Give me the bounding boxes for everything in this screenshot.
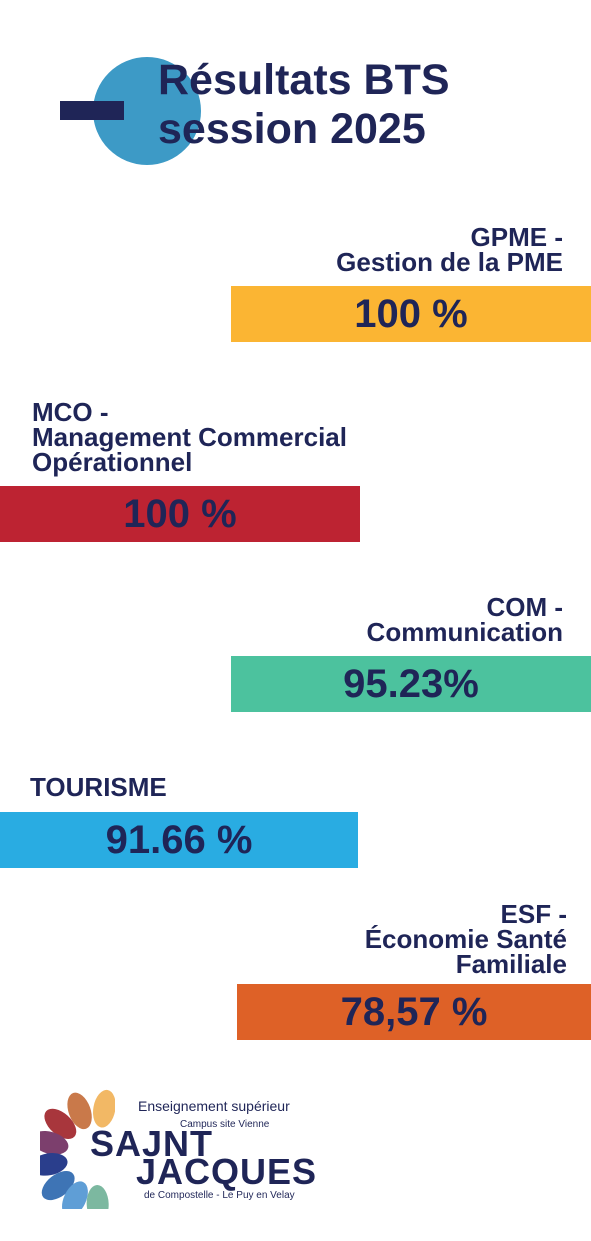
result-com-label-line1: COM - <box>486 592 563 622</box>
page-title-line1: Résultats BTS <box>158 56 450 104</box>
result-gpme-bar: 100 % <box>231 286 591 342</box>
result-mco-rate: 100 % <box>123 491 237 536</box>
result-tourisme-rate: 91.66 % <box>105 817 253 862</box>
result-tourisme: TOURISME 91.66 % <box>0 770 591 870</box>
result-com-rate: 95.23% <box>343 661 479 706</box>
result-tourisme-bar: 91.66 % <box>0 812 358 868</box>
result-mco-bar: 100 % <box>0 486 360 542</box>
result-com: COM - Communication 95.23% <box>0 590 591 715</box>
result-mco: MCO - Management Commercial Opérationnel… <box>0 395 591 545</box>
result-esf: ESF - Économie Santé Familiale 78,57 % <box>0 900 591 1045</box>
school-logo: Enseignement supérieur Campus site Vienn… <box>40 1074 320 1209</box>
petal-fan-icon <box>40 1089 115 1209</box>
logo-tagline-1: Enseignement supérieur <box>138 1098 290 1114</box>
result-mco-label-line2: Management Commercial <box>32 422 347 452</box>
result-com-label-line2: Communication <box>366 617 563 647</box>
result-esf-label-line3: Familiale <box>455 949 567 979</box>
result-esf-label-line1: ESF - <box>500 899 567 929</box>
result-gpme-label-line2: Gestion de la PME <box>336 247 563 277</box>
header: Résultats BTS session 2025 <box>0 0 591 200</box>
logo-name-line2: JACQUES <box>136 1151 318 1192</box>
result-com-label: COM - Communication <box>366 592 563 647</box>
result-mco-label: MCO - Management Commercial Opérationnel <box>32 397 347 477</box>
result-esf-label-line2: Économie Santé <box>364 924 567 954</box>
decor-dash <box>60 101 124 120</box>
result-mco-label-line1: MCO - <box>32 397 109 427</box>
result-esf-label: ESF - Économie Santé Familiale <box>364 899 567 979</box>
result-gpme: GPME - Gestion de la PME 100 % <box>0 220 591 345</box>
result-gpme-label: GPME - Gestion de la PME <box>336 222 563 277</box>
page-title-line2: session 2025 <box>158 105 426 153</box>
result-esf-bar: 78,57 % <box>237 984 591 1040</box>
logo-tagline-2: Campus site Vienne <box>180 1119 270 1130</box>
result-esf-rate: 78,57 % <box>340 989 488 1034</box>
logo-tagline-3: de Compostelle - Le Puy en Velay <box>144 1190 295 1201</box>
result-gpme-label-line1: GPME - <box>470 222 563 252</box>
result-tourisme-label: TOURISME <box>30 772 167 802</box>
result-com-bar: 95.23% <box>231 656 591 712</box>
result-mco-label-line3: Opérationnel <box>32 447 193 477</box>
result-tourisme-label-line1: TOURISME <box>30 772 167 802</box>
page-title: Résultats BTS session 2025 <box>158 56 450 154</box>
logo-name-line1: SAJNT <box>90 1123 214 1164</box>
result-gpme-rate: 100 % <box>354 291 468 336</box>
